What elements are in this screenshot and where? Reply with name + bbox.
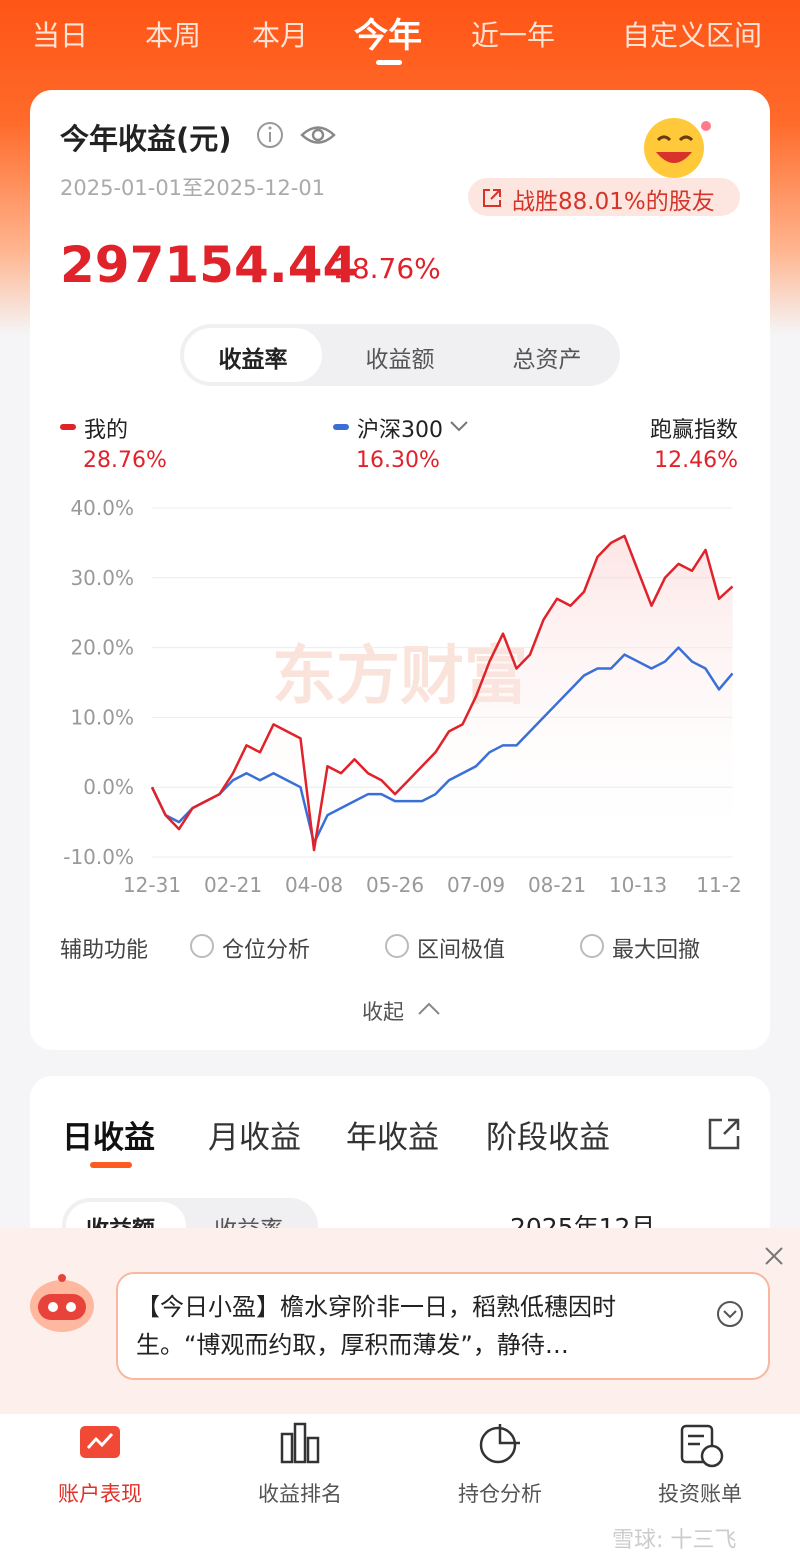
bottom-nav xyxy=(0,1414,800,1560)
x-tick-label: 08-21 xyxy=(528,873,586,897)
legend-swatch xyxy=(60,424,76,430)
x-tick-label: 10-13 xyxy=(609,873,667,897)
period-tab[interactable]: 本周 xyxy=(144,19,202,52)
series-line xyxy=(150,646,734,845)
period-tab[interactable]: 自定义区间 xyxy=(621,19,763,52)
amount: 297154.44 xyxy=(60,236,358,294)
area-fill xyxy=(152,535,733,857)
x-tick-label: 11-2 xyxy=(696,873,741,897)
legend-value: 28.76% xyxy=(83,448,167,473)
radio[interactable] xyxy=(190,934,214,958)
series-line xyxy=(150,534,734,852)
period-tab[interactable]: 本月 xyxy=(251,19,309,52)
close-icon[interactable] xyxy=(762,1244,786,1268)
assist-option[interactable]: 仓位分析 xyxy=(222,938,311,963)
period-tab[interactable]: 当日 xyxy=(31,19,89,52)
robot-icon xyxy=(30,1274,94,1332)
badge-text: 战胜88.01%的股友 xyxy=(512,189,715,215)
return: 28.76% xyxy=(334,252,441,285)
earnings-tab[interactable]: 年收益 xyxy=(346,1120,439,1156)
banner-text: 【今日小盈】檐水穿阶非一日，稻熟低穗因时生。“博观而约取，厚积而薄发”，静待… xyxy=(136,1293,616,1359)
summary-title: 今年收益(元) xyxy=(60,122,232,156)
legend-name[interactable]: 沪深300 xyxy=(357,418,443,443)
x-tick-label: 05-26 xyxy=(366,873,424,897)
footer-watermark: 雪球: 十三飞 xyxy=(612,1528,737,1553)
nav-item[interactable]: 账户表现 xyxy=(58,1482,142,1506)
dropdown-icon[interactable] xyxy=(448,418,470,434)
nav-icons xyxy=(80,1422,724,1468)
assist-option[interactable]: 区间极值 xyxy=(417,938,506,963)
summary-card xyxy=(30,90,770,1050)
collapse[interactable]: 收起 xyxy=(362,1000,404,1024)
radio[interactable] xyxy=(580,934,604,958)
y-tick-label: 10.0% xyxy=(70,705,134,729)
earnings-tab[interactable]: 阶段收益 xyxy=(486,1120,610,1156)
radio[interactable] xyxy=(385,934,409,958)
active-underline xyxy=(376,60,402,65)
earnings-tab[interactable]: 日收益 xyxy=(62,1120,155,1156)
x-tick-label: 12-31 xyxy=(123,873,181,897)
nav-item[interactable]: 持仓分析 xyxy=(458,1482,542,1506)
legend-value: 12.46% xyxy=(654,448,738,473)
segment[interactable]: 收益额 xyxy=(365,347,435,373)
legend-value: 16.30% xyxy=(356,448,440,473)
y-tick-label: 30.0% xyxy=(70,566,134,590)
earnings-tab[interactable]: 月收益 xyxy=(208,1120,301,1156)
share-icon xyxy=(483,189,501,207)
y-tick-label: 20.0% xyxy=(70,636,134,660)
y-tick-label: 40.0% xyxy=(70,496,134,520)
assist-label: 辅助功能 xyxy=(60,938,149,963)
emoji-icon xyxy=(644,118,711,178)
legend-name: 跑赢指数 xyxy=(649,418,738,443)
legend-name: 我的 xyxy=(84,418,129,443)
assist-option[interactable]: 最大回撤 xyxy=(612,938,701,963)
segment-active xyxy=(184,328,322,382)
period-tab[interactable]: 近一年 xyxy=(470,19,556,52)
y-tick-label: 0.0% xyxy=(83,775,134,799)
nav-item[interactable]: 投资账单 xyxy=(658,1482,742,1506)
x-tick-label: 02-21 xyxy=(204,873,262,897)
earnings-underline xyxy=(90,1162,132,1168)
line-chart: 东方财富 -10.0%0.0%10.0%20.0%30.0%40.0%12-31… xyxy=(63,496,741,897)
banner-bubble[interactable] xyxy=(116,1272,770,1380)
legend-swatch xyxy=(333,424,349,430)
x-tick-label: 04-08 xyxy=(285,873,343,897)
segment[interactable]: 总资产 xyxy=(512,347,582,373)
x-tick-label: 07-09 xyxy=(447,873,505,897)
y-tick-label: -10.0% xyxy=(63,845,134,869)
date-range: 2025-01-01至2025-12-01 xyxy=(60,176,326,200)
export-icon[interactable] xyxy=(706,1116,742,1152)
expand-icon[interactable] xyxy=(716,1300,744,1328)
nav-item[interactable]: 收益排名 xyxy=(258,1482,342,1506)
segment[interactable]: 收益率 xyxy=(218,347,288,373)
info-eye-icons[interactable] xyxy=(256,120,346,152)
period-tab[interactable]: 今年 xyxy=(354,16,422,56)
collapse-icon xyxy=(418,1002,440,1015)
badge[interactable] xyxy=(468,178,740,216)
